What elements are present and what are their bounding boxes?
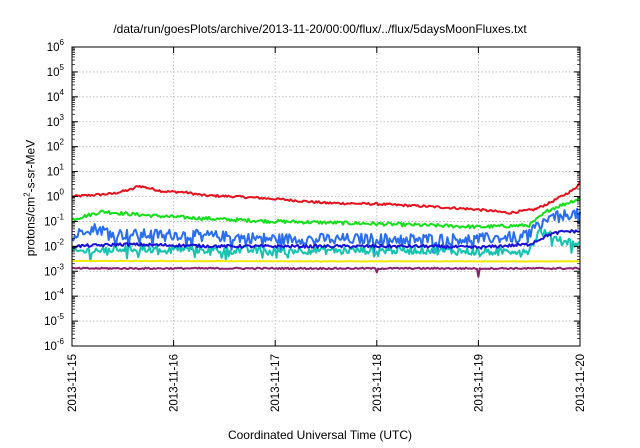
- y-tick-label: 104: [47, 88, 65, 104]
- series-line-6: [71, 259, 581, 263]
- grid: [72, 47, 580, 346]
- y-tick-label: 10-3: [44, 262, 64, 278]
- series-line-1: [71, 180, 581, 215]
- y-tick-label: 10-1: [44, 212, 64, 228]
- y-tick-label: 103: [47, 113, 65, 129]
- y-tick-label: 10-5: [44, 312, 64, 328]
- series-line-5: [71, 229, 581, 250]
- y-tick-label: 10-6: [44, 337, 64, 353]
- x-tick-labels: 2013-11-15 2013-11-16 2013-11-17 2013-11-18…: [67, 354, 587, 412]
- y-tick-label: 10-2: [44, 237, 64, 253]
- y-tick-label: 102: [47, 138, 65, 154]
- ticks: [71, 46, 581, 347]
- y-tick-labels: 10-6 10-5 10-4 10-3 10-2 10-1 100 101 102 103 104 1…: [44, 38, 64, 353]
- y-tick-label: 10-4: [44, 287, 64, 303]
- x-tick-label: 2013-11-19: [473, 354, 485, 412]
- x-tick-label: 2013-11-18: [372, 354, 384, 412]
- series-group: [71, 180, 581, 278]
- x-axis-label: Coordinated Universal Time (UTC): [227, 428, 413, 442]
- series-line-2: [71, 196, 581, 230]
- y-tick-label: 105: [47, 63, 65, 79]
- x-tick-label: 2013-11-17: [270, 354, 282, 412]
- y-tick-label: 106: [47, 38, 65, 54]
- y-tick-label: 100: [47, 188, 65, 204]
- y-tick-label: 101: [47, 163, 65, 179]
- chart-title: /data/run/goesPlots/archive/2013-11-20/0…: [113, 22, 527, 36]
- x-tick-label: 2013-11-20: [575, 354, 587, 412]
- x-tick-label: 2013-11-16: [169, 354, 181, 412]
- series-line-3: [71, 207, 581, 254]
- series-line-7: [71, 266, 581, 278]
- x-tick-label: 2013-11-15: [67, 354, 79, 412]
